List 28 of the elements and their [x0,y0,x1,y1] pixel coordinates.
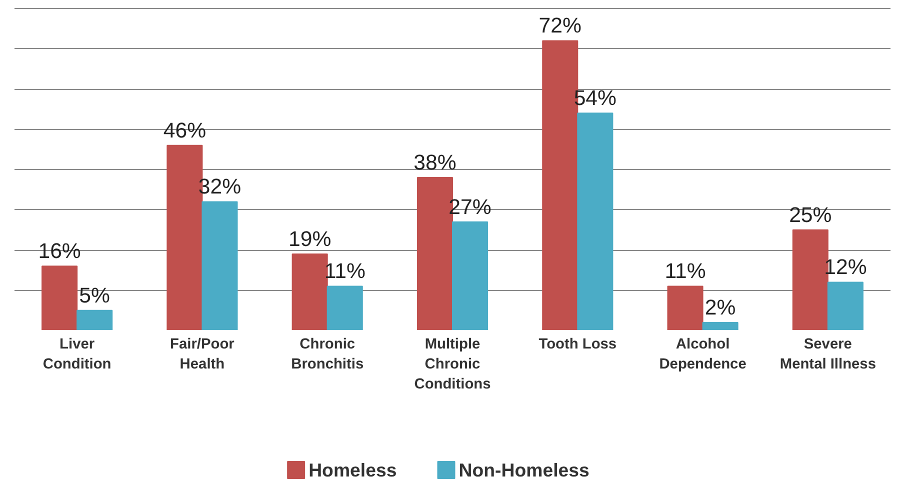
bar [202,201,238,330]
x-tick-label: Liver Condition [42,336,112,373]
bar [76,310,113,330]
bar [667,286,704,330]
bar [452,221,488,330]
x-tick-label: Multiple Chronic Conditions [414,336,491,393]
x-tick-label: Tooth Loss [538,336,617,353]
data-label: 46% [163,118,206,142]
data-label: 19% [288,227,332,252]
data-label: 11% [664,259,706,284]
bar [577,112,614,330]
legend-label: Non-Homeless [458,460,590,480]
legend-label: Homeless [308,460,397,480]
data-label: 38% [414,150,456,175]
bar [42,266,78,330]
bar [326,286,363,330]
bar [827,282,864,330]
data-label: 25% [789,202,832,227]
data-label: 2% [704,295,736,320]
bar [702,322,738,330]
data-label: 72% [538,14,582,38]
data-label: 16% [38,239,81,264]
x-tick-label: Fair/Poor Health [170,336,235,373]
x-tick-label: Alcohol Dependence [659,336,746,373]
x-tick-label: Severe Mental Illness [780,336,876,373]
data-label: 5% [79,283,110,308]
bar [292,254,328,330]
x-tick-label: Chronic Bronchitis [291,336,364,373]
